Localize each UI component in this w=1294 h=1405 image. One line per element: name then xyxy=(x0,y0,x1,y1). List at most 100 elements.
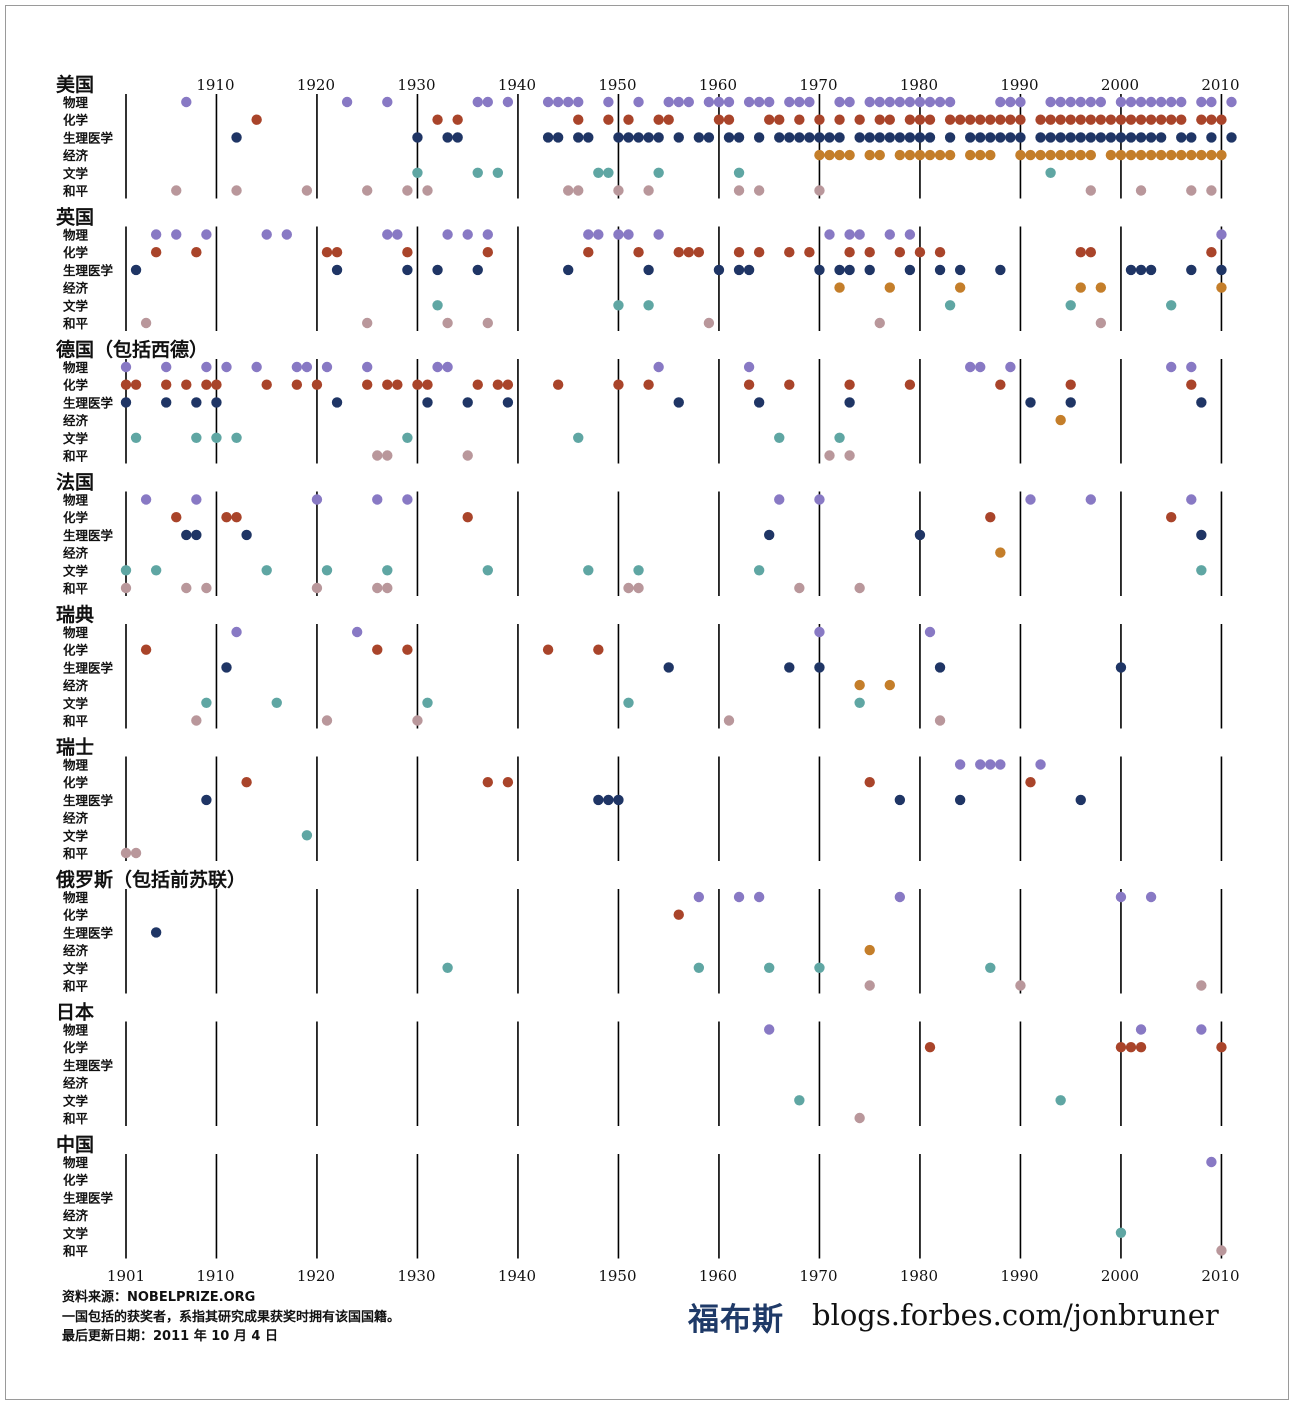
prize-dot xyxy=(412,167,423,178)
prize-dot xyxy=(472,167,483,178)
prize-dot xyxy=(331,264,343,276)
prize-dot xyxy=(794,582,805,594)
prize-dot xyxy=(1015,132,1026,143)
prize-dot xyxy=(251,114,262,125)
prize-dot xyxy=(723,96,735,108)
prize-dot xyxy=(844,450,855,461)
prize-dot xyxy=(311,379,323,390)
prize-dot xyxy=(382,450,393,461)
prize-dot xyxy=(944,132,956,143)
prize-dot xyxy=(884,132,895,143)
prize-dot xyxy=(864,944,875,956)
prize-dot xyxy=(1186,132,1197,143)
prize-dot xyxy=(150,229,162,240)
prize-dot xyxy=(1065,300,1076,311)
prize-dot xyxy=(442,361,453,373)
prize-dot xyxy=(583,132,594,143)
prize-dot xyxy=(120,565,132,576)
prize-dot xyxy=(683,247,694,258)
prize-dot xyxy=(814,132,825,143)
prize-dot xyxy=(1166,300,1177,311)
prize-dot xyxy=(412,379,423,390)
prize-dot xyxy=(814,662,825,673)
prize-dot xyxy=(1125,132,1137,143)
prize-dot xyxy=(261,379,272,390)
prize-dot xyxy=(753,565,765,576)
prize-dot xyxy=(965,132,976,143)
category-row-label: 和平 xyxy=(62,979,89,994)
prize-dot xyxy=(120,361,132,373)
prize-dot xyxy=(1135,1024,1147,1035)
prize-dot xyxy=(1065,397,1076,408)
prize-dot xyxy=(1145,264,1157,276)
prize-dot xyxy=(814,626,825,638)
category-row-label: 和平 xyxy=(62,1244,89,1259)
prize-dot xyxy=(1206,247,1217,258)
prize-dot xyxy=(351,626,363,638)
prize-dot xyxy=(1065,132,1076,143)
prize-dot xyxy=(1166,512,1177,523)
prize-dot xyxy=(482,317,493,329)
prize-dot xyxy=(965,149,976,161)
blog-url[interactable]: blogs.forbes.com/jonbruner xyxy=(812,1298,1219,1332)
prize-dot xyxy=(1186,149,1197,161)
prize-dot xyxy=(794,1095,805,1106)
prize-dot xyxy=(894,96,906,108)
prize-dot xyxy=(1206,96,1217,108)
bottom-axis-tick-label: 1910 xyxy=(196,1267,234,1285)
prize-dot xyxy=(191,397,202,408)
prize-dot xyxy=(291,379,303,390)
prize-dot xyxy=(502,96,514,108)
category-row-label: 经济 xyxy=(63,678,89,693)
prize-dot xyxy=(1135,114,1147,125)
prize-dot xyxy=(683,96,694,108)
prize-dot xyxy=(1125,264,1137,276)
prize-dot xyxy=(1196,980,1207,991)
prize-dot xyxy=(362,361,373,373)
prize-dot xyxy=(834,264,845,276)
prize-dot xyxy=(924,96,936,108)
category-row-label: 文学 xyxy=(63,298,89,313)
prize-dot xyxy=(482,565,493,576)
prize-dot xyxy=(1155,114,1167,125)
prize-dot xyxy=(643,300,654,311)
prize-dot xyxy=(231,626,242,638)
prize-dot xyxy=(211,432,222,443)
top-axis-tick-label: 2000 xyxy=(1101,76,1139,94)
prize-dot xyxy=(1186,264,1197,276)
prize-dot xyxy=(673,247,684,258)
bottom-axis-tick-label: 1901 xyxy=(107,1267,145,1285)
prize-dot xyxy=(904,132,916,143)
prize-dot xyxy=(482,247,493,258)
prize-dot xyxy=(402,432,413,443)
prize-dot xyxy=(251,361,262,373)
prize-dot xyxy=(593,229,604,240)
prize-dot xyxy=(864,149,875,161)
prize-dot xyxy=(824,149,835,161)
category-row-label: 化学 xyxy=(63,643,89,658)
category-row-label: 和平 xyxy=(62,1111,89,1126)
prize-dot xyxy=(623,697,634,708)
update-date-note: 最后更新日期：2011 年 10 月 4 日 xyxy=(62,1329,278,1344)
prize-dot xyxy=(643,185,654,196)
category-row-label: 和平 xyxy=(62,714,89,729)
prize-dot xyxy=(814,114,825,125)
prize-dot xyxy=(1135,1042,1147,1053)
prize-dot xyxy=(985,149,996,161)
prize-dot xyxy=(613,185,624,196)
top-axis-tick-label: 1990 xyxy=(1000,76,1038,94)
prize-dot xyxy=(904,96,916,108)
prize-dot xyxy=(824,450,835,461)
prize-dot xyxy=(944,114,956,125)
prize-dot xyxy=(492,167,504,178)
prize-dot xyxy=(161,379,172,390)
prize-dot xyxy=(1125,1042,1137,1053)
prize-dot xyxy=(673,397,684,408)
prize-dot xyxy=(814,149,825,161)
prize-dot xyxy=(643,379,654,390)
prize-dot xyxy=(341,96,353,108)
country-header: 日本 xyxy=(56,1001,94,1024)
prize-dot xyxy=(161,397,172,408)
prize-dot xyxy=(321,361,333,373)
prize-dot xyxy=(804,132,815,143)
